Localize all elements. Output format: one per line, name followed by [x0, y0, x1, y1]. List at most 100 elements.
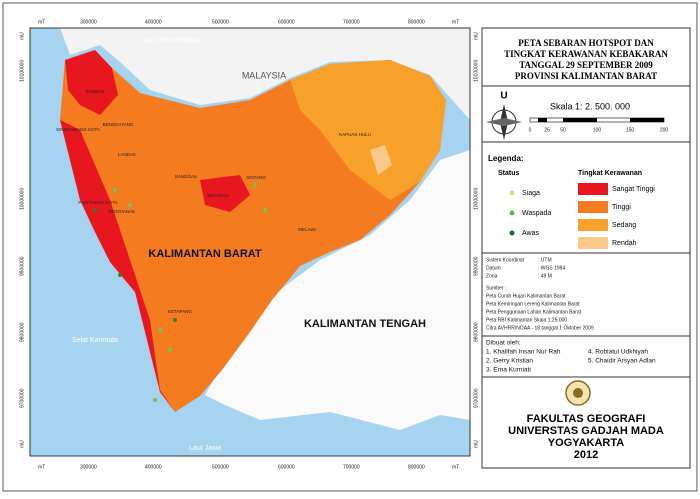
scale-text: Skala 1: 2. 500. 000	[550, 101, 630, 111]
place-label: KALIMANTAN TENGAH	[304, 318, 426, 330]
sangat-tinggi-zone	[65, 50, 118, 115]
scale-bar	[529, 117, 665, 123]
place-label: KALIMANTAN BARAT	[148, 248, 262, 260]
institution-line: 2012	[574, 449, 598, 461]
grid-x-label: 600000	[278, 19, 295, 25]
risk-title: Tingkat Kerawanan	[578, 170, 642, 177]
source: Peta Penggunaan Lahan Kalimantan Barat	[486, 309, 582, 315]
status-swatch	[509, 230, 515, 236]
coord-key: Zona	[486, 273, 498, 279]
author: 2. Gerry Kristian	[486, 358, 533, 365]
district-label: BENGKAYANG	[103, 122, 134, 127]
grid-x-label: 500000	[212, 19, 229, 25]
grid-x-label: 500000	[212, 464, 229, 470]
scale-tick: 100	[593, 127, 602, 133]
grid-y-label: 10000000	[19, 188, 25, 210]
hotspot	[153, 398, 157, 402]
grid-x-label: mT	[452, 19, 459, 25]
hotspots	[93, 183, 267, 402]
legend-title: Legenda:	[488, 154, 524, 163]
hotspot	[113, 188, 117, 192]
district-label: SANGGAU	[175, 174, 198, 179]
rendah-zone	[370, 145, 392, 175]
grid-y-label: mU	[19, 32, 25, 40]
grid-y-label: mU	[19, 440, 25, 448]
grid-y-label: 9800000	[19, 322, 25, 342]
risk-swatch	[578, 237, 608, 249]
grid-y-label: mU	[473, 32, 479, 40]
grid-x-label: mT	[452, 464, 459, 470]
risk-swatch	[578, 219, 608, 231]
grid-x-label: 300000	[80, 19, 97, 25]
author: 1. Khalifah Insan Nur Rah	[486, 349, 561, 356]
district-label: LANDAK	[118, 152, 136, 157]
status-label: Siaga	[522, 190, 540, 197]
place-label: Laut China Selatan	[140, 37, 200, 44]
risk-swatch	[578, 183, 608, 195]
grid-x-label: 800000	[408, 464, 425, 470]
place-label: Selat Karimata	[72, 337, 118, 344]
district-label: MELAWI	[298, 227, 316, 232]
author: 4. Robiatul Udkhiyah	[588, 349, 648, 356]
status-swatch	[509, 190, 515, 196]
status-label: Waspada	[522, 210, 551, 217]
district-label: KETAPANG	[168, 309, 192, 314]
coord-value: : 49 M	[538, 273, 552, 279]
grid-y-label: 10100000	[473, 60, 479, 82]
grid-x-label: 400000	[145, 19, 162, 25]
district-label: KAPUAS HULU	[339, 132, 371, 137]
grid-x-label: 800000	[408, 19, 425, 25]
place-label: Laut Jawa	[189, 445, 221, 452]
grid-labels: mT 300000 400000 500000 600000 700000 80…	[19, 19, 479, 470]
grid-x-label: 400000	[145, 464, 162, 470]
malaysia-land	[60, 28, 470, 120]
compass	[486, 104, 522, 140]
hotspot	[173, 318, 177, 322]
hotspot	[128, 203, 132, 207]
hotspot	[263, 208, 267, 212]
coord-value: : UTM	[538, 257, 552, 263]
district-label: SEKADAU	[207, 193, 229, 198]
district-label: SINGKAWANG KOTA	[56, 127, 100, 132]
district-label: PONTIANAK	[109, 209, 135, 214]
risk-label: Tinggi	[612, 204, 631, 211]
grid-y-label: 9900000	[19, 256, 25, 276]
grid-x-label: 600000	[278, 464, 295, 470]
map-frame: Laut China Selatan MALAYSIA KALIMANTAN B…	[29, 27, 471, 457]
sedang-zone	[290, 60, 446, 200]
risk-label: Sangat Tinggi	[612, 186, 655, 193]
coord-key: Sistem Koordinat	[486, 257, 525, 263]
scale-tick: 0	[529, 127, 532, 133]
kalteng-land	[205, 150, 470, 430]
scale-tick: 200	[660, 127, 669, 133]
author: 3. Erna Kurniati	[486, 367, 531, 374]
grid-y-label: 9800000	[473, 322, 479, 342]
hotspot	[93, 208, 97, 212]
title-line: TINGKAT KERAWANAN KEBAKARAN	[504, 49, 668, 59]
status-title: Status	[498, 170, 520, 177]
scale-tick: 150	[626, 127, 635, 133]
source-title: Sumber :	[486, 285, 506, 291]
grid-y-label: 9700000	[19, 388, 25, 408]
hotspot	[168, 348, 172, 352]
risk-label: Rendah	[612, 240, 637, 247]
scale-tick: 50	[560, 127, 566, 133]
legend-panel: PETA SEBARAN HOTSPOT DAN TINGKAT KERAWAN…	[481, 27, 691, 469]
status-label: Awas	[522, 230, 539, 237]
title-line: PROVINSI KALIMANTAN BARAT	[515, 71, 657, 81]
grid-x-label: 700000	[343, 464, 360, 470]
sangat-tinggi-zone	[60, 120, 175, 412]
risk-swatch	[578, 201, 608, 213]
hotspot	[118, 273, 122, 277]
district-label: SINTANG	[246, 175, 266, 180]
district-label: PONTIANAK KOTA	[78, 200, 117, 205]
title-line: TANGGAL 29 SEPTEMBER 2009	[519, 60, 653, 70]
grid-y-label: 10100000	[19, 60, 25, 82]
institution-line: YOGYAKARTA	[548, 437, 624, 449]
title-line: PETA SEBARAN HOTSPOT DAN	[518, 38, 654, 48]
district-label: SAMBAS	[86, 89, 105, 94]
source: Citra AVHRR/NOAA - 18 tanggal 1 Oktober …	[486, 325, 594, 331]
north-label: U	[500, 91, 507, 102]
institution-line: FAKULTAS GEOGRAFI	[527, 413, 646, 425]
author: 5. Chaidir Arsyan Adlan	[588, 358, 656, 365]
